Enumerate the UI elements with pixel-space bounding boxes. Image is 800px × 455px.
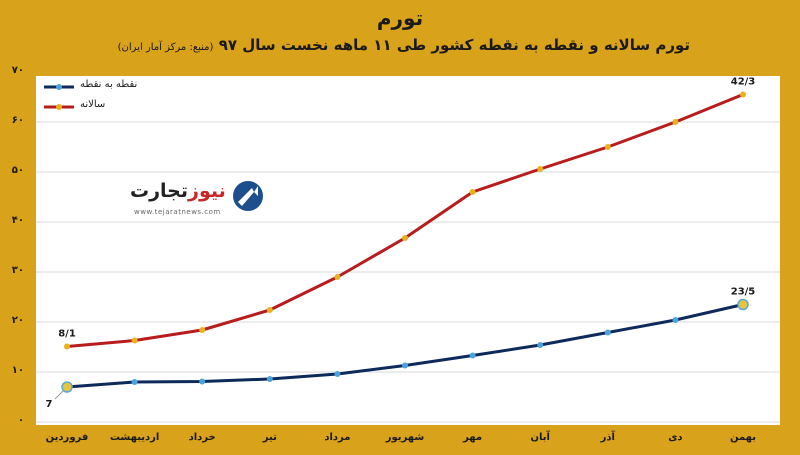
data-point: [604, 329, 611, 336]
data-label: 23/5: [731, 287, 756, 298]
data-point: [334, 274, 341, 280]
y-tick-label: ۶۰: [11, 115, 24, 126]
data-label: 42/3: [731, 77, 756, 88]
series-line-0: [66, 303, 744, 389]
x-tick-label: فروردین: [45, 432, 89, 443]
logo-globe-icon: [233, 181, 263, 211]
data-point: [672, 317, 679, 323]
logo-url: www.tejaratnews.com: [134, 208, 221, 216]
y-tick-label: ۱۰: [11, 365, 24, 376]
x-tick-label: بهمن: [729, 432, 757, 443]
data-point: [469, 189, 476, 195]
data-point: [740, 91, 746, 98]
data-point: [604, 144, 611, 150]
watermark-logo: نیوزتجارت www.tejaratnews.com: [128, 178, 268, 222]
data-point: [402, 362, 408, 369]
data-point: [61, 381, 73, 393]
legend-label-annual: سالانه: [80, 99, 106, 110]
y-tick-label: ۳۰: [11, 265, 24, 276]
data-point: [537, 166, 544, 172]
data-point: [199, 327, 206, 333]
x-tick-label: دی: [668, 432, 683, 443]
x-tick-label: آذر: [600, 432, 615, 443]
logo-name-part1: تجارت: [130, 180, 188, 202]
data-label: 8/1: [58, 329, 76, 340]
y-tick-label: ۷۰: [11, 65, 24, 76]
source-note: (منبع: مرکز آمار ایران): [117, 42, 214, 53]
x-tick-label: مرداد: [324, 432, 351, 443]
y-tick-label: ۰: [17, 415, 24, 426]
data-point: [469, 352, 476, 359]
data-point: [334, 371, 341, 377]
logo-text: نیوزتجارت: [130, 180, 226, 202]
data-point: [537, 342, 544, 348]
data-point: [64, 343, 70, 350]
y-tick-label: ۵۰: [11, 165, 24, 176]
data-point: [266, 376, 273, 382]
x-tick-label: اردیبهشت: [109, 432, 160, 443]
data-point: [402, 235, 408, 241]
data-point: [266, 307, 273, 313]
plot-area: [36, 76, 780, 425]
y-tick-label: ۴۰: [11, 215, 24, 226]
chart-subtitle: تورم سالانه و نقطه به نقطه کشور طی ۱۱ ما…: [118, 36, 690, 54]
x-tick-label: تیر: [262, 432, 277, 443]
x-tick-label: مهر: [463, 432, 483, 443]
legend-marker-0: [56, 84, 62, 90]
legend-marker-1: [56, 104, 62, 110]
x-tick-label: شهریور: [385, 432, 425, 443]
y-tick-label: ۲۰: [11, 315, 24, 326]
logo-name-part2: نیوز: [188, 180, 226, 202]
data-point: [131, 379, 138, 385]
data-point: [672, 119, 679, 125]
label-leader-line: [54, 390, 64, 400]
data-point: [131, 337, 138, 344]
data-point: [199, 378, 206, 385]
legend-label-point-to-point: نقطه به نقطه: [80, 79, 138, 90]
data-point: [737, 298, 749, 311]
chart-title: تورم: [376, 6, 424, 30]
x-tick-label: آبان: [530, 432, 550, 443]
data-label: 7: [46, 399, 53, 410]
subtitle-text: تورم سالانه و نقطه به نقطه کشور طی ۱۱ ما…: [218, 36, 690, 54]
x-tick-label: خرداد: [188, 432, 216, 443]
